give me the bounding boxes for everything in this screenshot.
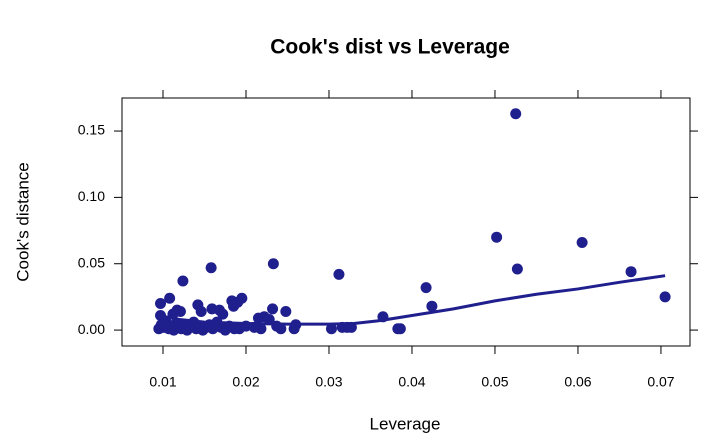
plot-frame	[121, 97, 691, 347]
point	[394, 323, 406, 335]
point	[177, 275, 189, 287]
point	[155, 298, 167, 310]
point	[325, 323, 337, 335]
point	[217, 308, 229, 320]
point	[333, 268, 345, 280]
chart-title: Cook's dist vs Leverage	[270, 36, 510, 59]
x-tick-label: 0.05	[481, 374, 508, 390]
point	[275, 323, 287, 335]
x-axis-label: Leverage	[370, 414, 441, 433]
point	[510, 108, 522, 120]
point	[511, 263, 523, 275]
y-tick-label: 0.00	[78, 321, 105, 337]
point	[267, 303, 279, 315]
x-tick-label: 0.03	[315, 374, 342, 390]
point	[195, 306, 207, 318]
point	[164, 292, 176, 304]
x-tick-label: 0.06	[564, 374, 591, 390]
y-tick-label: 0.15	[78, 122, 105, 138]
point	[288, 323, 300, 335]
x-tick-label: 0.07	[647, 374, 674, 390]
y-tick-label: 0.05	[78, 254, 105, 270]
y-tick-label: 0.10	[78, 188, 105, 204]
x-tick-label: 0.01	[149, 374, 176, 390]
point	[263, 313, 275, 325]
point	[659, 291, 671, 303]
point	[625, 266, 637, 278]
point	[174, 306, 186, 318]
point	[267, 258, 279, 270]
point	[491, 231, 503, 243]
x-tick-label: 0.02	[232, 374, 259, 390]
y-axis-label: Cook's distance	[13, 162, 32, 281]
point	[426, 300, 438, 312]
point	[576, 237, 588, 249]
smooth-line	[158, 274, 666, 326]
point	[228, 300, 240, 312]
point	[205, 262, 217, 274]
x-tick-label: 0.04	[398, 374, 425, 390]
point	[280, 306, 292, 318]
point	[420, 282, 432, 294]
